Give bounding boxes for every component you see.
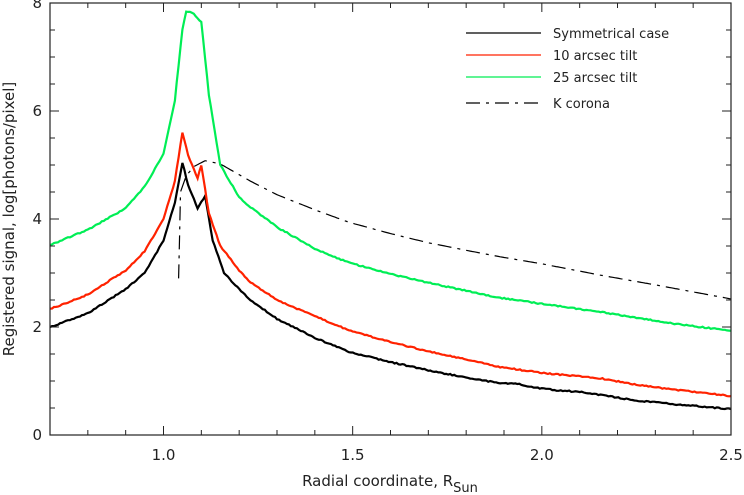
legend-label: 25 arcsec tilt (553, 71, 637, 86)
ticks-layer: 1.0 1.5 2.0 2.5 0 2 4 6 8 (32, 0, 742, 464)
legend: Symmetrical case 10 arcsec tilt 25 arcsec … (466, 27, 669, 112)
y-tick-label: 2 (32, 318, 42, 336)
plot-frame (50, 3, 731, 435)
y-tick-label: 4 (32, 210, 42, 228)
chart: 1.0 1.5 2.0 2.5 0 2 4 6 8 Radial coordinate, RSu… (0, 0, 744, 495)
legend-label: Symmetrical case (553, 27, 669, 42)
legend-label: K corona (553, 97, 610, 112)
legend-label: 10 arcsec tilt (553, 49, 637, 64)
y-axis-label: Registered signal, log[photons/pixel] (0, 82, 18, 357)
y-tick-label: 8 (32, 0, 42, 12)
x-tick-label: 1.0 (152, 446, 176, 464)
y-tick-label: 6 (32, 102, 42, 120)
x-tick-label: 2.5 (719, 446, 743, 464)
series-line (179, 161, 731, 299)
x-axis-label: Radial coordinate, RSun (302, 472, 478, 495)
series-line (50, 163, 731, 409)
x-tick-label: 2.0 (530, 446, 554, 464)
x-tick-label: 1.5 (341, 446, 365, 464)
y-tick-label: 0 (32, 426, 42, 444)
